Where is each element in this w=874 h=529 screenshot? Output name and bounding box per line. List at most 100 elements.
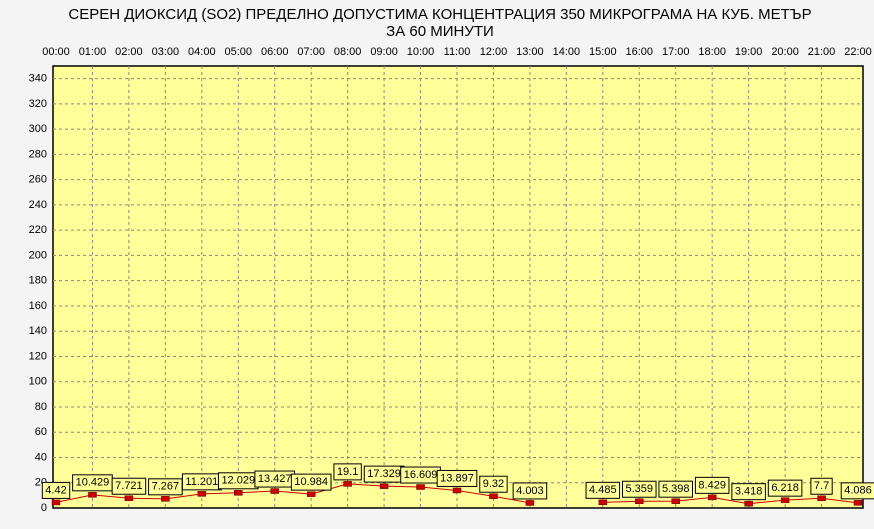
data-label-box [585, 481, 621, 499]
data-label-box [840, 482, 874, 500]
data-marker [270, 488, 279, 494]
x-tick-label: 00:00 [42, 46, 70, 58]
y-tick-label: 160 [29, 300, 47, 312]
y-tick-label: 40 [35, 451, 47, 463]
x-tick-label: 16:00 [626, 46, 654, 58]
x-tick-label: 21:00 [808, 46, 836, 58]
x-tick-label: 12:00 [480, 46, 508, 58]
y-tick-label: 240 [29, 199, 47, 211]
data-marker [234, 490, 243, 496]
data-label-box [731, 483, 766, 501]
x-tick-label: 01:00 [79, 46, 107, 58]
y-tick-label: 220 [29, 224, 47, 236]
x-tick-label: 10:00 [407, 46, 435, 58]
data-marker [51, 499, 61, 506]
x-tick-label: 13:00 [516, 46, 544, 58]
y-tick-label: 200 [29, 249, 47, 261]
data-marker [525, 500, 535, 506]
data-label-box [111, 477, 147, 495]
x-tick-label: 19:00 [735, 46, 763, 58]
data-marker [489, 493, 498, 499]
data-label: 9.32 [483, 478, 504, 490]
data-label: 7.267 [152, 481, 180, 493]
data-line [602, 496, 859, 505]
data-label: 7.7 [814, 480, 829, 492]
data-label: 5.359 [626, 483, 654, 495]
data-label: 3.418 [735, 486, 763, 498]
data-label: 7.721 [115, 480, 143, 492]
data-label: 12.029 [221, 475, 255, 487]
data-label: 13.427 [258, 473, 292, 485]
data-label-box [622, 480, 657, 498]
data-label: 11.201 [185, 476, 218, 488]
plot-area [52, 65, 864, 509]
data-label: 17.329 [367, 468, 401, 480]
y-tick-label: 100 [29, 376, 47, 388]
data-label: 16.609 [404, 469, 438, 481]
data-marker [635, 498, 644, 504]
y-tick-label: 0 [41, 502, 47, 514]
data-marker [124, 495, 134, 501]
x-tick-label: 18:00 [698, 46, 726, 58]
data-label: 4.42 [45, 484, 66, 496]
data-marker [598, 499, 608, 506]
x-tick-label: 15:00 [589, 46, 617, 58]
x-tick-label: 02:00 [115, 46, 143, 58]
x-tick-label: 20:00 [771, 46, 799, 58]
y-tick-label: 280 [29, 148, 47, 160]
x-tick-label: 22:00 [844, 46, 872, 58]
data-label-box [41, 481, 71, 499]
data-marker [744, 500, 753, 507]
y-tick-label: 140 [29, 325, 47, 337]
data-marker [671, 498, 680, 504]
data-label: 13.897 [440, 472, 474, 484]
chart-subtitle: ЗА 60 МИНУТИ [386, 23, 494, 40]
data-label: 4.086 [844, 485, 872, 497]
data-label: 8.429 [698, 479, 726, 491]
data-label-box [479, 475, 508, 493]
data-label-box [694, 476, 730, 494]
y-tick-label: 300 [29, 123, 47, 135]
data-marker [452, 487, 462, 494]
data-label: 4.003 [516, 485, 544, 497]
y-tick-label: 60 [35, 426, 47, 438]
y-tick-label: 80 [35, 401, 47, 413]
data-marker [416, 484, 425, 490]
y-tick-label: 340 [29, 73, 47, 85]
x-tick-label: 08:00 [334, 46, 362, 58]
data-label-box [436, 469, 478, 487]
y-tick-label: 120 [29, 350, 47, 362]
x-tick-label: 11:00 [444, 46, 471, 58]
data-label-box [333, 463, 362, 481]
y-tick-label: 320 [29, 98, 47, 110]
data-label: 5.398 [662, 483, 690, 495]
data-line [55, 483, 530, 504]
y-tick-label: 180 [29, 275, 47, 287]
data-marker [343, 481, 352, 487]
data-label-box [658, 480, 693, 498]
data-marker [197, 491, 207, 497]
x-tick-label: 06:00 [261, 46, 289, 58]
chart-title: СЕРЕН ДИОКСИД (SO2) ПРЕДЕЛНО ДОПУСТИМА К… [68, 6, 811, 23]
x-tick-label: 09:00 [370, 46, 398, 58]
data-marker [306, 491, 316, 497]
data-marker [817, 495, 826, 502]
data-label-box [810, 477, 833, 495]
x-tick-label: 03:00 [152, 46, 180, 58]
data-marker [379, 483, 389, 489]
data-marker [88, 492, 97, 498]
x-tick-label: 04:00 [188, 46, 216, 58]
x-tick-label: 07:00 [297, 46, 325, 58]
data-label: 10.429 [76, 477, 110, 489]
data-label-box [512, 482, 548, 500]
y-tick-label: 260 [29, 174, 47, 186]
x-tick-label: 14:00 [553, 46, 581, 58]
data-marker [853, 500, 863, 506]
data-label: 10.984 [294, 476, 328, 488]
x-tick-label: 05:00 [225, 46, 253, 58]
data-label: 19.1 [337, 466, 358, 478]
data-label-box [290, 473, 332, 491]
data-marker [707, 494, 717, 501]
x-tick-label: 17:00 [662, 46, 690, 58]
